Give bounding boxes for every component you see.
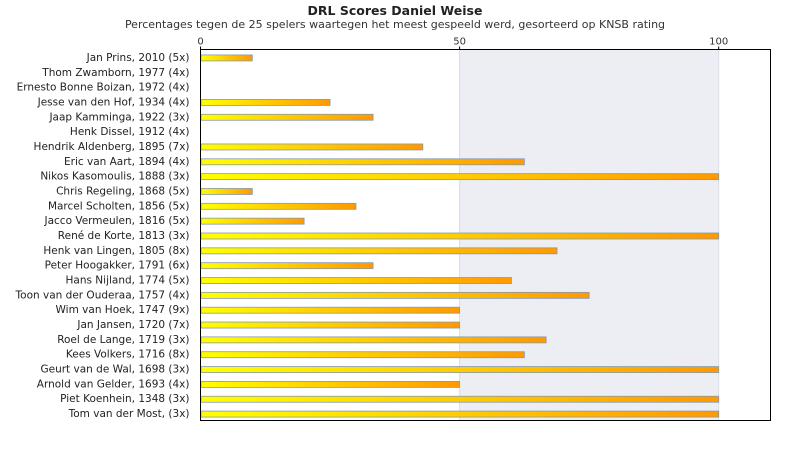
bar — [200, 321, 460, 329]
x-tick-label: 100 — [709, 37, 728, 48]
category-label: Tom van der Most, (3x) — [68, 408, 190, 420]
category-label: Jaap Kamminga, 1922 (3x) — [48, 111, 189, 123]
category-label: Eric van Aart, 1894 (4x) — [64, 156, 190, 168]
category-label: Ernesto Bonne Boizan, 1972 (4x) — [17, 82, 190, 94]
category-label: Arnold van Gelder, 1693 (4x) — [37, 378, 190, 390]
chart-title: DRL Scores Daniel Weise — [307, 3, 483, 18]
bar — [200, 202, 357, 210]
category-label: Jan Jansen, 1720 (7x) — [76, 319, 189, 331]
category-label: Peter Hoogakker, 1791 (6x) — [45, 260, 190, 272]
bar — [200, 366, 720, 373]
bar — [200, 158, 525, 166]
bar — [200, 173, 720, 181]
category-label: Jesse van den Hof, 1934 (4x) — [37, 96, 190, 108]
chart-subtitle: Percentages tegen de 25 spelers waartege… — [124, 18, 666, 31]
category-label: Henk Dissel, 1912 (4x) — [70, 126, 190, 138]
bar — [200, 277, 512, 284]
bar — [200, 99, 331, 106]
bar — [200, 395, 720, 403]
x-tick-label: 0 — [197, 37, 203, 48]
category-label: René de Korte, 1813 (3x) — [58, 230, 190, 242]
x-axis-ticks: 0 50 100 — [197, 37, 728, 50]
bar — [200, 262, 374, 270]
category-label: Chris Regeling, 1868 (5x) — [56, 185, 189, 197]
category-label: Thom Zwamborn, 1977 (4x) — [41, 67, 189, 79]
bar — [200, 113, 374, 121]
category-label: Nikos Kasomoulis, 1888 (3x) — [40, 171, 189, 183]
category-label: Henk van Lingen, 1805 (8x) — [43, 245, 189, 257]
category-label: Jacco Vermeulen, 1816 (5x) — [44, 215, 190, 227]
bar — [200, 336, 547, 344]
bar — [200, 410, 720, 418]
bar — [200, 143, 424, 151]
category-label: Marcel Scholten, 1856 (5x) — [48, 200, 190, 212]
category-label: Geurt van de Wal, 1698 (3x) — [40, 364, 189, 376]
category-label: Hendrik Aldenberg, 1895 (7x) — [34, 141, 190, 153]
category-label: Wim van Hoek, 1747 (9x) — [56, 304, 190, 316]
bar — [200, 291, 590, 299]
category-label: Toon van der Ouderaa, 1757 (4x) — [15, 289, 190, 301]
bar — [200, 232, 720, 240]
bar — [200, 217, 305, 225]
bars-group — [200, 54, 720, 418]
x-tick-label: 50 — [453, 37, 466, 48]
category-label: Roel de Lange, 1719 (3x) — [57, 334, 189, 346]
category-label: Kees Volkers, 1716 (8x) — [66, 349, 190, 361]
category-label: Hans Nijland, 1774 (5x) — [66, 275, 190, 287]
bar — [200, 54, 253, 62]
plot-frame — [200, 49, 771, 421]
bar — [200, 351, 525, 359]
bar — [200, 380, 460, 388]
bar — [200, 188, 253, 195]
bar — [200, 306, 460, 314]
bar — [200, 247, 558, 255]
category-labels: Jan Prins, 2010 (5x) Thom Zwamborn, 1977 … — [15, 52, 190, 420]
plot-band — [718, 49, 771, 421]
category-label: Piet Koenhein, 1348 (3x) — [60, 393, 189, 405]
category-label: Jan Prins, 2010 (5x) — [86, 52, 190, 64]
